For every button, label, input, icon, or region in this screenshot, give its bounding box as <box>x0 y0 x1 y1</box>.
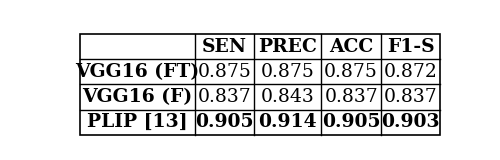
Text: PREC: PREC <box>258 38 318 56</box>
Text: VGG16 (F): VGG16 (F) <box>82 88 192 106</box>
Text: PLIP [13]: PLIP [13] <box>87 113 188 131</box>
Text: 0.875: 0.875 <box>261 63 315 81</box>
Text: 0.837: 0.837 <box>384 88 438 106</box>
Text: 0.914: 0.914 <box>258 113 317 131</box>
Text: VGG16 (FT): VGG16 (FT) <box>76 63 200 81</box>
Text: 0.905: 0.905 <box>196 113 254 131</box>
Text: 0.875: 0.875 <box>324 63 378 81</box>
Text: 0.903: 0.903 <box>382 113 440 131</box>
Text: 0.875: 0.875 <box>198 63 252 81</box>
Text: 0.837: 0.837 <box>324 88 378 106</box>
Text: 0.843: 0.843 <box>261 88 315 106</box>
Text: SEN: SEN <box>202 38 247 56</box>
Text: ACC: ACC <box>329 38 374 56</box>
Text: F1-S: F1-S <box>387 38 434 56</box>
Text: 0.837: 0.837 <box>198 88 252 106</box>
Text: 0.905: 0.905 <box>322 113 380 131</box>
Text: 0.872: 0.872 <box>384 63 438 81</box>
